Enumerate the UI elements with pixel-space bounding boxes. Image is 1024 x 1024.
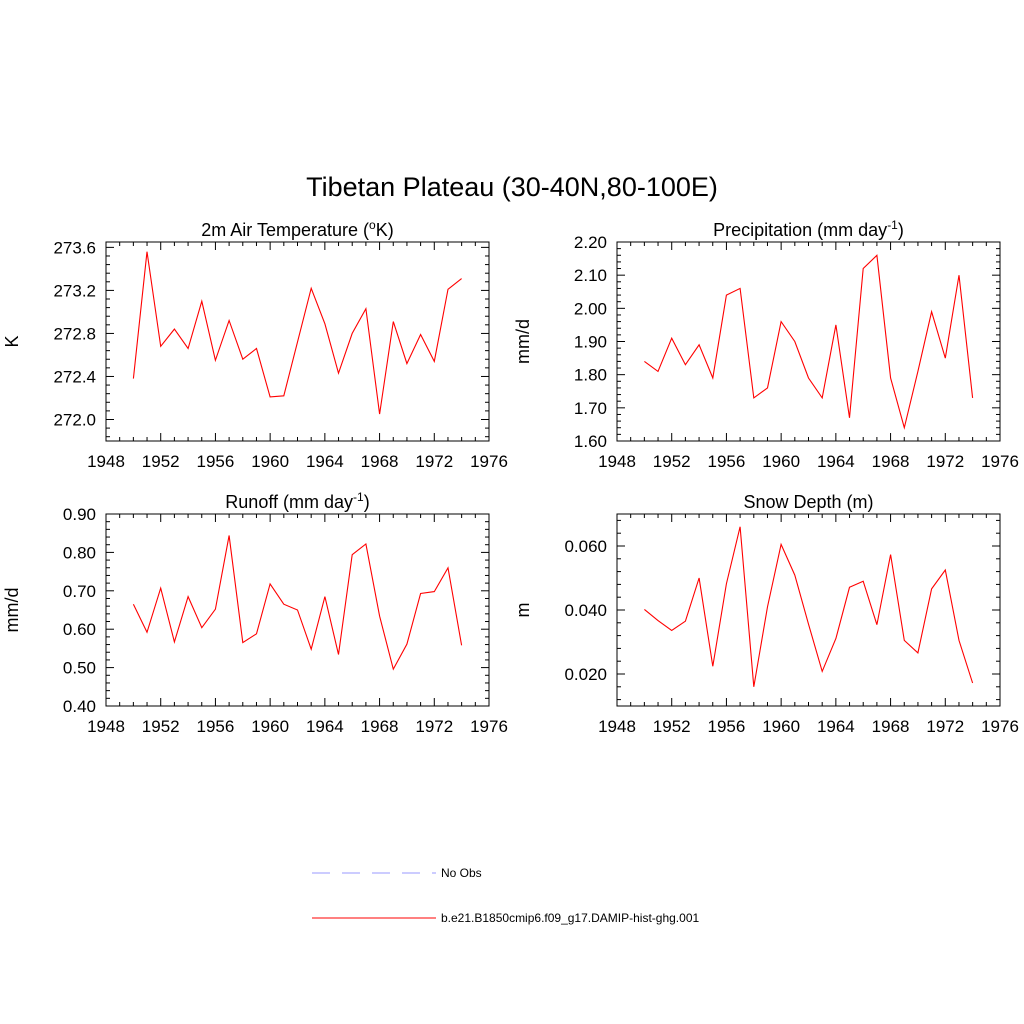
panel-title-text: Snow Depth (m) xyxy=(743,492,873,512)
figure-title: Tibetan Plateau (30-40N,80-100E) xyxy=(306,172,718,202)
x-tick-label: 1952 xyxy=(653,452,691,471)
x-tick-label: 1948 xyxy=(87,717,125,736)
x-tick-label: 1968 xyxy=(361,452,399,471)
panel-title: Precipitation (mm day-1) xyxy=(713,218,904,240)
x-tick-label: 1968 xyxy=(872,452,910,471)
panel-title: Runoff (mm day-1) xyxy=(225,490,369,512)
y-axis-label: mm/d xyxy=(2,588,22,633)
x-tick-label: 1960 xyxy=(762,452,800,471)
y-tick-label: 273.2 xyxy=(53,281,96,300)
x-tick-label: 1956 xyxy=(197,717,235,736)
x-tick-label: 1956 xyxy=(708,452,746,471)
x-tick-label: 1972 xyxy=(415,452,453,471)
panel-title: Snow Depth (m) xyxy=(743,492,873,512)
y-axis-label: K xyxy=(2,335,22,347)
panel-title-text: 2m Air Temperature ( xyxy=(201,220,369,240)
x-tick-label: 1972 xyxy=(926,452,964,471)
y-tick-label: 2.20 xyxy=(574,233,607,252)
x-tick-label: 1956 xyxy=(708,717,746,736)
panel-title-superscript: o xyxy=(369,218,376,232)
y-tick-label: 0.70 xyxy=(63,582,96,601)
y-tick-label: 272.0 xyxy=(53,410,96,429)
y-axis-label: m xyxy=(513,603,533,618)
x-tick-label: 1952 xyxy=(653,717,691,736)
series-line xyxy=(132,535,463,671)
x-tick-label: 1964 xyxy=(306,452,344,471)
x-tick-label: 1976 xyxy=(981,452,1019,471)
x-tick-label: 1964 xyxy=(817,717,855,736)
x-tick-label: 1968 xyxy=(872,717,910,736)
y-tick-label: 2.10 xyxy=(574,266,607,285)
y-tick-label: 0.060 xyxy=(564,537,607,556)
panel-title-superscript: -1 xyxy=(353,490,364,504)
y-tick-label: 1.90 xyxy=(574,333,607,352)
x-tick-label: 1960 xyxy=(251,452,289,471)
panels-group: 1948 1952 1956 1960 1964 1968 1972 1976 272.0 272… xyxy=(2,218,1019,736)
x-tick-label: 1956 xyxy=(197,452,235,471)
y-tick-label: 0.040 xyxy=(564,601,607,620)
plot-frame xyxy=(616,241,1001,442)
panel-title-text-end: ) xyxy=(898,220,904,240)
x-tick-label: 1960 xyxy=(251,717,289,736)
x-tick-label: 1976 xyxy=(981,717,1019,736)
legend: No Obs b.e21.B1850cmip6.f09_g17.DAMIP-his… xyxy=(312,866,699,925)
series-line xyxy=(644,254,974,430)
panel-4: 1948 1952 1956 1960 1964 1968 1972 1976 0.020 0.0… xyxy=(513,492,1019,736)
panel-1: 1948 1952 1956 1960 1964 1968 1972 1976 272.0 272… xyxy=(2,218,508,471)
x-tick-label: 1948 xyxy=(598,452,636,471)
series-line xyxy=(132,251,462,415)
x-tick-label: 1948 xyxy=(598,717,636,736)
legend-label-2: b.e21.B1850cmip6.f09_g17.DAMIP-hist-ghg.… xyxy=(441,911,699,925)
y-tick-label: 273.6 xyxy=(53,238,96,257)
series-line xyxy=(644,526,974,687)
y-tick-label: 1.80 xyxy=(574,366,607,385)
x-tick-label: 1948 xyxy=(87,452,125,471)
y-tick-label: 2.00 xyxy=(574,299,607,318)
y-tick-label: 272.8 xyxy=(53,324,96,343)
y-tick-label: 1.60 xyxy=(574,432,607,451)
x-tick-label: 1976 xyxy=(470,717,508,736)
panel-3: 1948 1952 1956 1960 1964 1968 1972 1976 0.40 0.50… xyxy=(2,490,508,736)
x-tick-label: 1972 xyxy=(926,717,964,736)
plot-frame xyxy=(616,513,1001,707)
x-tick-label: 1952 xyxy=(142,452,180,471)
panel-title-text-end: K) xyxy=(376,220,394,240)
panel-title-text-end: ) xyxy=(364,492,370,512)
y-tick-label: 1.70 xyxy=(574,399,607,418)
x-tick-label: 1968 xyxy=(361,717,399,736)
x-tick-label: 1964 xyxy=(306,717,344,736)
y-tick-label: 0.80 xyxy=(63,543,96,562)
x-tick-label: 1952 xyxy=(142,717,180,736)
y-tick-label: 0.50 xyxy=(63,659,96,678)
legend-label-1: No Obs xyxy=(441,866,482,880)
y-axis-label: mm/d xyxy=(513,319,533,364)
x-tick-label: 1972 xyxy=(415,717,453,736)
panel-title-text: Runoff (mm day xyxy=(225,492,353,512)
x-tick-label: 1964 xyxy=(817,452,855,471)
y-tick-label: 0.90 xyxy=(63,505,96,524)
y-tick-label: 0.60 xyxy=(63,620,96,639)
y-tick-label: 0.40 xyxy=(63,697,96,716)
x-tick-label: 1976 xyxy=(470,452,508,471)
panel-title-superscript: -1 xyxy=(887,218,898,232)
x-tick-label: 1960 xyxy=(762,717,800,736)
panel-2: 1948 1952 1956 1960 1964 1968 1972 1976 1.60 1.70… xyxy=(513,218,1019,471)
panel-title: 2m Air Temperature (oK) xyxy=(201,218,393,240)
panel-title-text: Precipitation (mm day xyxy=(713,220,887,240)
y-tick-label: 272.4 xyxy=(53,367,96,386)
y-tick-label: 0.020 xyxy=(564,665,607,684)
